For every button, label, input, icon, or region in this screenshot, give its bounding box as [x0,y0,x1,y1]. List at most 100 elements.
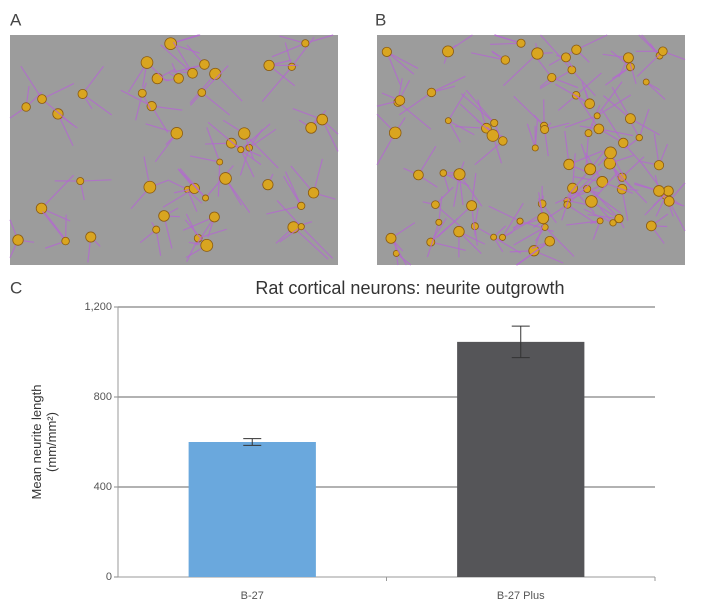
neurite [471,172,477,206]
y-axis-label-line: (mm/mm²) [44,412,59,472]
neurite [645,81,666,100]
neurite [240,149,255,178]
soma [199,59,210,70]
neurite [231,142,262,166]
neurite [585,133,590,168]
neurite [587,213,620,220]
neurite [80,179,112,182]
neurite [513,226,546,246]
bar [457,341,585,577]
neurite [668,200,686,232]
neurite [438,196,443,223]
soma [238,127,251,140]
soma [439,169,448,177]
soma [498,136,508,146]
neurite [566,220,601,226]
neurite [284,42,293,67]
neurite [567,204,597,225]
y-tick-label: 1,200 [84,301,112,313]
neurite [151,105,183,111]
neurite [64,214,67,242]
neurite [603,95,631,120]
x-tick-label: B-27 [241,590,264,600]
neurite [576,94,600,130]
neurite [426,222,440,258]
neurite [494,34,522,44]
soma [143,180,157,194]
soma [187,68,198,79]
neurite [566,185,601,202]
soma [609,219,617,227]
neurite [41,82,75,100]
neurite [386,51,415,75]
soma [152,225,161,234]
neurite [540,34,573,71]
neurite [399,91,432,116]
neurite [593,191,620,219]
soma [528,245,540,257]
soma [61,236,70,246]
neurite [435,204,461,228]
neurite [430,241,466,251]
neurite [443,172,470,187]
soma [625,113,636,124]
neurite [321,119,339,152]
soma [316,113,328,126]
soma [426,87,437,98]
soma [516,38,526,48]
neurite [177,168,206,199]
soma [388,126,402,140]
soma [200,239,214,252]
y-tick-label: 0 [106,571,112,583]
neurite [305,34,334,44]
soma [490,118,499,128]
soma [563,158,575,171]
soma [170,127,183,140]
neurite [587,105,601,134]
y-axis-label: Mean neurite length(mm/mm²) [29,385,59,500]
soma [442,45,454,58]
neurite [276,200,302,228]
neurite [386,51,401,85]
y-axis-label-line: Mean neurite length [29,385,44,500]
soma [500,55,510,65]
neurite [601,109,624,144]
neurite [458,173,483,207]
neurite [300,226,334,259]
soma [466,200,478,212]
soma [21,102,31,112]
neurite [290,165,315,194]
neurite [621,156,645,178]
soma [498,233,506,241]
soma [263,59,275,71]
neurite [561,187,574,221]
neurite [214,73,243,102]
neurite [42,211,67,242]
neurite [474,140,504,166]
soma [413,169,424,181]
soma [584,163,597,176]
neurite [488,205,521,222]
soma [35,202,48,215]
soma [596,217,604,225]
soma [663,195,675,207]
neurite [135,93,143,121]
soma [584,129,593,138]
neurite [554,83,590,105]
chart-title: Rat cortical neurons: neurite outgrowth [255,278,564,298]
neurite [82,93,113,116]
neurite [490,42,522,45]
neurite [283,175,302,207]
neurite [201,65,229,93]
soma [140,56,154,69]
neurite [544,226,575,257]
soma [85,231,97,243]
soma [571,44,582,55]
neurite [186,189,198,212]
soma [540,125,550,134]
neurite [243,133,279,169]
neurite [636,50,664,77]
soma [77,88,88,99]
neurite [447,120,461,143]
soma [237,146,245,154]
